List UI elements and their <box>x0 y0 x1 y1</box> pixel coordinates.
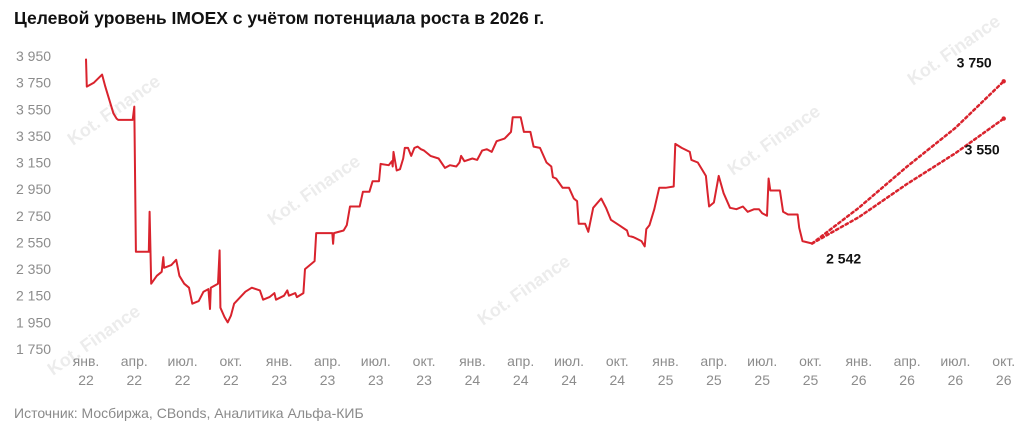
x-tick-month-label: окт. <box>992 353 1015 369</box>
x-tick-month-label: янв. <box>459 353 486 369</box>
forecast-line <box>810 117 1005 245</box>
x-tick-month-label: окт. <box>413 353 436 369</box>
x-tick-month-label: апр. <box>700 353 727 369</box>
x-tick-month-label: окт. <box>799 353 822 369</box>
x-tick-month-label: апр. <box>507 353 534 369</box>
x-tick-year-label: 25 <box>706 372 722 388</box>
x-tick-month-label: июл. <box>361 353 391 369</box>
x-tick-year-label: 25 <box>754 372 770 388</box>
x-tick-month-label: апр. <box>314 353 341 369</box>
x-tick-year-label: 22 <box>223 372 239 388</box>
x-tick-year-label: 26 <box>851 372 867 388</box>
x-tick-year-label: 24 <box>465 372 481 388</box>
x-tick-month-label: июл. <box>168 353 198 369</box>
y-tick-label: 1 950 <box>16 314 51 330</box>
y-tick-label: 2 950 <box>16 181 51 197</box>
series-layer <box>85 58 1006 324</box>
x-tick-month-label: апр. <box>894 353 921 369</box>
x-tick-year-label: 24 <box>513 372 529 388</box>
y-tick-label: 3 950 <box>16 48 51 64</box>
chart-title: Целевой уровень IMOEX с учётом потенциал… <box>14 8 545 28</box>
x-tick-month-label: янв. <box>266 353 293 369</box>
y-tick-label: 2 750 <box>16 208 51 224</box>
x-tick-month-label: янв. <box>73 353 100 369</box>
x-tick-month-label: окт. <box>219 353 242 369</box>
x-tick-year-label: 22 <box>78 372 94 388</box>
x-tick-year-label: 23 <box>320 372 336 388</box>
x-tick-year-label: 22 <box>127 372 143 388</box>
imoex-line <box>85 58 813 324</box>
x-axis: янв. 22 апр. 22 июл. 22 окт. 22 янв. 23 апр. 23 июл.… <box>73 353 1015 388</box>
y-tick-label: 2 150 <box>16 288 51 304</box>
y-tick-label: 1 750 <box>16 341 51 357</box>
x-tick-month-label: июл. <box>940 353 970 369</box>
y-tick-label: 3 150 <box>16 155 51 171</box>
data-labels: 2 542 3 750 3 550 <box>826 54 1000 266</box>
x-tick-year-label: 25 <box>803 372 819 388</box>
y-axis: 3 950 3 750 3 550 3 350 3 150 2 950 2 750 2 550… <box>16 48 51 357</box>
forecast-end-point <box>1001 116 1006 121</box>
y-tick-label: 3 350 <box>16 128 51 144</box>
y-tick-label: 3 550 <box>16 101 51 117</box>
x-tick-year-label: 26 <box>996 372 1012 388</box>
forecast-end-point <box>1001 79 1006 84</box>
x-tick-month-label: июл. <box>554 353 584 369</box>
x-tick-year-label: 23 <box>368 372 384 388</box>
source-note: Источник: Мосбиржа, CBonds, Аналитика Ал… <box>14 405 364 421</box>
x-tick-year-label: 24 <box>610 372 626 388</box>
x-tick-month-label: апр. <box>121 353 148 369</box>
x-tick-year-label: 23 <box>271 372 287 388</box>
data-label: 3 550 <box>965 142 1000 158</box>
x-tick-month-label: окт. <box>606 353 629 369</box>
y-tick-label: 2 350 <box>16 261 51 277</box>
x-tick-year-label: 24 <box>561 372 577 388</box>
y-tick-label: 2 550 <box>16 234 51 250</box>
y-tick-label: 3 750 <box>16 75 51 91</box>
forecast-line <box>810 80 1005 245</box>
x-tick-year-label: 26 <box>899 372 915 388</box>
x-tick-year-label: 25 <box>658 372 674 388</box>
x-tick-year-label: 22 <box>175 372 191 388</box>
x-tick-month-label: янв. <box>845 353 872 369</box>
x-tick-month-label: янв. <box>652 353 679 369</box>
data-label: 3 750 <box>957 54 992 70</box>
x-tick-month-label: июл. <box>747 353 777 369</box>
x-tick-year-label: 23 <box>416 372 432 388</box>
x-tick-year-label: 26 <box>948 372 964 388</box>
data-label: 2 542 <box>826 251 861 267</box>
